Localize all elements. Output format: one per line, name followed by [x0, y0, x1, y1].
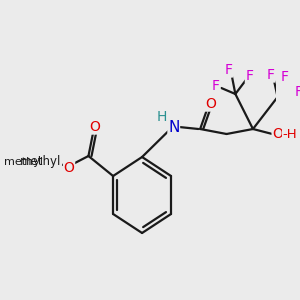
Text: methyl: methyl [20, 155, 62, 169]
Text: F: F [245, 69, 253, 83]
Text: -H: -H [283, 128, 297, 140]
Text: methyl: methyl [4, 157, 43, 167]
Text: F: F [212, 79, 220, 93]
Text: F: F [295, 85, 300, 99]
Text: O: O [64, 161, 74, 175]
Text: F: F [281, 70, 289, 84]
Text: O: O [89, 120, 100, 134]
Text: N: N [168, 119, 179, 134]
Text: O: O [205, 97, 216, 111]
Text: F: F [224, 63, 232, 77]
Text: H: H [156, 110, 167, 124]
Text: O: O [272, 127, 283, 141]
Text: F: F [267, 68, 274, 82]
